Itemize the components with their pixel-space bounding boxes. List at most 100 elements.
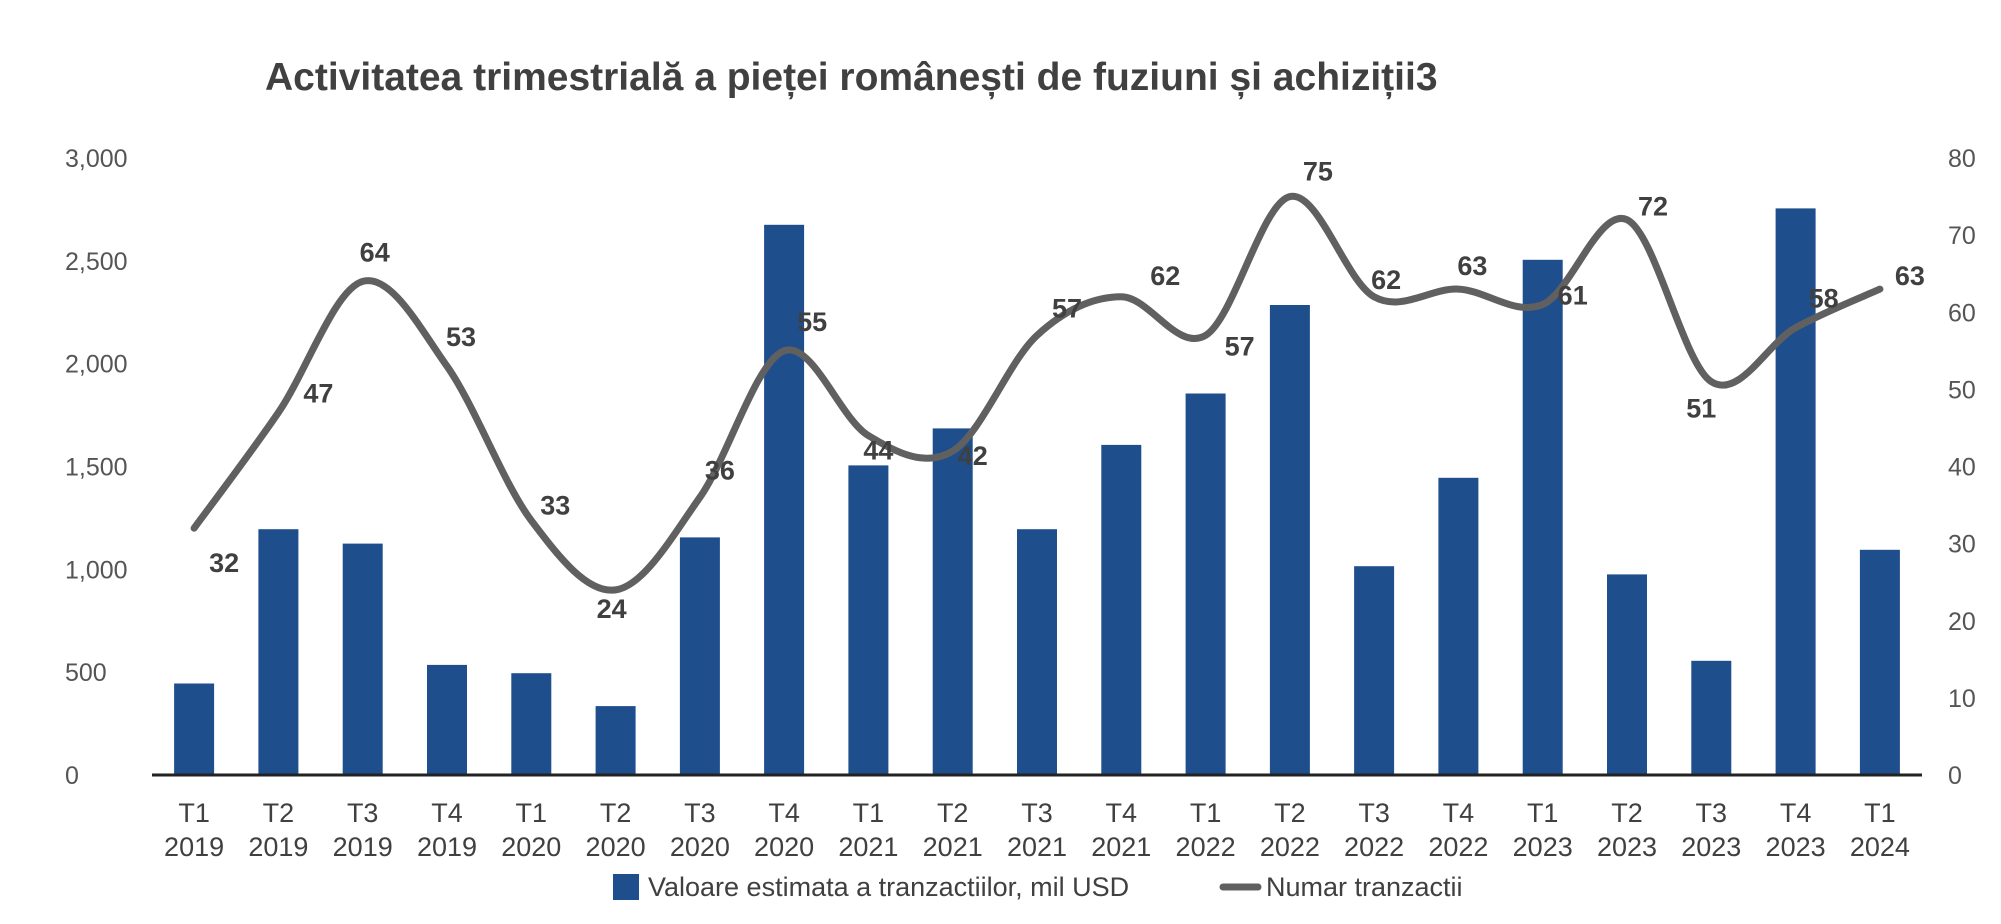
y-left-tick-label: 1,000	[65, 556, 128, 584]
x-tick-label-quarter: T1	[178, 798, 210, 828]
y-left-tick-label: 2,500	[65, 248, 128, 276]
x-tick-label-quarter: T3	[1021, 798, 1053, 828]
line-label-t1-2022: 57	[1225, 331, 1255, 361]
bar-t1-2023	[1520, 257, 1565, 776]
x-tick-label-year: 2023	[1597, 832, 1657, 862]
x-tick-label-quarter: T2	[600, 798, 632, 828]
x-tick-label-quarter: T1	[1190, 798, 1222, 828]
x-tick-label-year: 2019	[248, 832, 308, 862]
bar-t3-2022	[1352, 564, 1397, 777]
bar-t3-2020	[677, 535, 722, 777]
bar-t3-2021	[1015, 527, 1059, 777]
x-tick-label-year: 2023	[1681, 832, 1741, 862]
x-tick-label-year: 2019	[333, 832, 393, 862]
line-label-t4-2021: 62	[1150, 261, 1180, 291]
chart-title: Activitatea trimestrială a pieței române…	[265, 56, 1438, 99]
bar-t2-2022	[1267, 303, 1312, 776]
x-tick-label-quarter: T1	[1864, 798, 1896, 828]
x-tick-label-quarter: T4	[1780, 798, 1812, 828]
bar-t2-2021	[930, 426, 975, 776]
x-tick-label-quarter: T3	[1358, 798, 1390, 828]
line-label-t1-2021: 44	[863, 436, 893, 466]
y-left-tick-label: 3,000	[65, 145, 128, 173]
bar-t3-2023	[1689, 658, 1734, 776]
y-left-tick-label: 500	[65, 659, 107, 687]
y-right-tick-label: 70	[1948, 222, 1976, 250]
line-layer	[190, 193, 1884, 594]
y-right-tick-label: 50	[1948, 376, 1976, 404]
legend-line-label: Numar tranzactii	[1266, 872, 1463, 902]
bars-layer	[172, 206, 1902, 777]
legend: Valoare estimata a tranzactiilor, mil US…	[613, 872, 1463, 902]
bar-t1-2019	[172, 681, 217, 776]
x-tick-label-year: 2021	[1091, 832, 1151, 862]
bar-t2-2020	[593, 704, 638, 776]
bar-t4-2019	[425, 662, 469, 777]
bar-t2-2023	[1605, 572, 1649, 777]
x-tick-label-year: 2021	[923, 832, 983, 862]
line-label-t1-2020: 33	[540, 491, 570, 521]
line-label-t4-2023: 58	[1809, 284, 1839, 314]
line-label-t3-2019: 64	[360, 237, 390, 267]
bar-t2-2019	[256, 527, 301, 777]
line-label-t2-2019: 47	[303, 379, 333, 409]
axis-layer: 0 500 1,000 1,500 2,000 2,500 3,000 0 10 20 30 40 50…	[65, 145, 1976, 862]
x-tick-label-quarter: T1	[516, 798, 548, 828]
x-tick-label-year: 2020	[501, 832, 561, 862]
x-tick-label-year: 2022	[1176, 832, 1236, 862]
x-tick-label-quarter: T4	[431, 798, 463, 828]
line-label-t3-2021: 57	[1052, 293, 1082, 323]
bar-t1-2022	[1183, 391, 1228, 776]
bar-t1-2020	[509, 671, 554, 777]
line-series-path	[190, 193, 1884, 594]
x-tick-label-year: 2023	[1513, 832, 1573, 862]
y-right-tick-label: 30	[1948, 531, 1976, 559]
y-right-tick-label: 10	[1948, 685, 1976, 713]
y-right-tick-label: 40	[1948, 454, 1976, 482]
x-tick-label-quarter: T3	[1696, 798, 1728, 828]
x-tick-label-quarter: T1	[853, 798, 885, 828]
x-tick-label-quarter: T1	[1527, 798, 1559, 828]
y-left-tick-label: 1,500	[65, 454, 128, 482]
x-tick-label-year: 2019	[417, 832, 477, 862]
x-tick-label-quarter: T4	[768, 798, 800, 828]
x-tick-label-year: 2020	[754, 832, 814, 862]
bar-t3-2019	[340, 541, 385, 776]
line-label-t4-2020: 55	[797, 307, 827, 337]
x-tick-label-quarter: T3	[684, 798, 716, 828]
line-label-t4-2022: 63	[1457, 251, 1487, 281]
line-label-t3-2022: 62	[1371, 265, 1401, 295]
x-tick-label-year: 2022	[1260, 832, 1320, 862]
line-label-t1-2023: 61	[1558, 281, 1588, 311]
line-label-t1-2019: 32	[209, 548, 239, 578]
x-tick-label-year: 2022	[1344, 832, 1404, 862]
bar-t4-2023	[1773, 206, 1818, 776]
x-tick-label-year: 2022	[1428, 832, 1488, 862]
x-tick-label-year: 2020	[670, 832, 730, 862]
x-tick-label-quarter: T2	[263, 798, 295, 828]
x-tick-label-quarter: T4	[1106, 798, 1138, 828]
labels-layer: 32 47 64 53 33 24 36 55 44 42 57 62 57 75 62 63 61 72 51 58…	[209, 157, 1925, 624]
x-tick-label-quarter: T2	[1274, 798, 1306, 828]
line-label-t4-2019: 53	[446, 322, 476, 352]
bar-t4-2020	[762, 222, 807, 777]
y-left-tick-label: 2,000	[65, 351, 128, 379]
x-tick-label-year: 2021	[1007, 832, 1067, 862]
x-tick-label-year: 2021	[838, 832, 898, 862]
x-tick-label-quarter: T4	[1443, 798, 1475, 828]
y-left-tick-label: 0	[65, 762, 79, 790]
y-right-tick-label: 0	[1948, 762, 1962, 790]
x-tick-label-year: 2023	[1766, 832, 1826, 862]
line-label-t2-2021: 42	[958, 441, 988, 471]
x-tick-label-year: 2019	[164, 832, 224, 862]
legend-bar-label: Valoare estimata a tranzactiilor, mil US…	[648, 872, 1129, 902]
line-label-t1-2024: 63	[1895, 261, 1925, 291]
bar-t1-2024	[1857, 547, 1902, 776]
x-tick-label-year: 2024	[1850, 832, 1910, 862]
legend-bar-swatch	[613, 874, 639, 900]
x-tick-label-quarter: T2	[937, 798, 969, 828]
line-label-t2-2022: 75	[1303, 157, 1333, 187]
line-label-t2-2020: 24	[597, 594, 627, 624]
y-right-tick-label: 20	[1948, 608, 1976, 636]
